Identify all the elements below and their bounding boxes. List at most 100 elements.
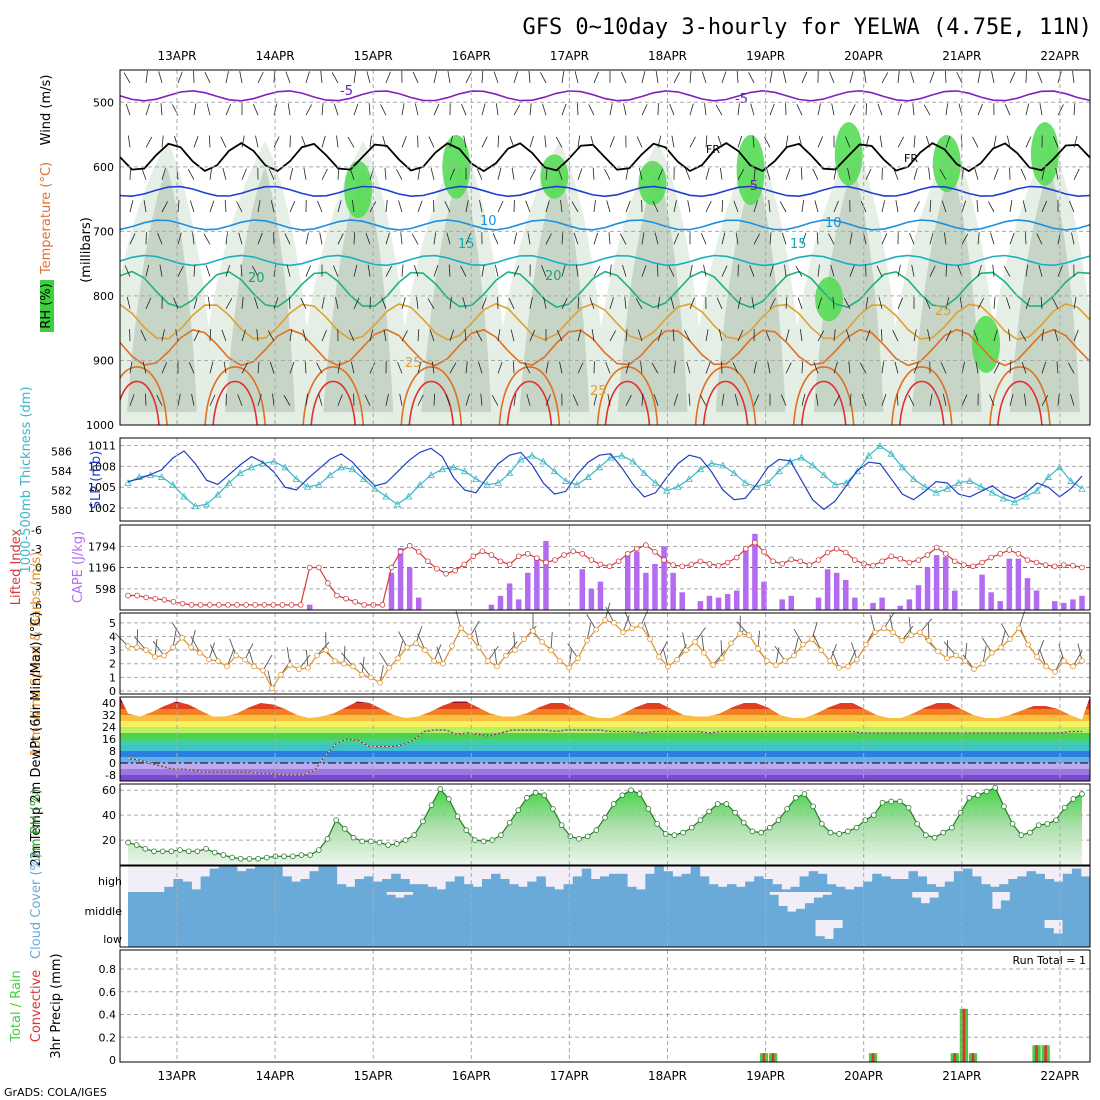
wind-barb (859, 362, 867, 374)
wind-barb (321, 168, 328, 180)
wind-speed-line-point (305, 665, 311, 671)
cloud-bar (573, 892, 583, 920)
wind-barb (465, 200, 469, 213)
wind-speed-line-point (152, 654, 158, 660)
wind-barb (1036, 233, 1043, 245)
isotherm-label: 10 (480, 214, 497, 229)
cloud-bar (279, 892, 289, 920)
wind-barb (961, 200, 967, 213)
lifted-index-line-point (961, 562, 967, 568)
cloud-bar (439, 920, 450, 947)
cloud-bar (842, 920, 853, 947)
lifted-index-line-point (388, 564, 395, 571)
wind-barb (571, 201, 579, 213)
wind-speed-line-point (989, 650, 995, 656)
wind-barb (736, 621, 750, 636)
wind-barb (641, 265, 647, 277)
wind-barb (1005, 297, 1011, 309)
wind-barb (817, 103, 821, 116)
wind-barb (529, 296, 533, 309)
wind-barb (544, 135, 547, 148)
wind-barb (588, 104, 595, 116)
wind-barb (497, 167, 502, 180)
cloud-bar (636, 889, 646, 892)
wind-barb (624, 611, 633, 629)
wind-barb (460, 265, 467, 277)
wind-barb (688, 393, 691, 406)
wind-barb (384, 167, 387, 180)
cape-bar (988, 592, 994, 610)
cape-bar (897, 605, 904, 610)
wind-barb (833, 200, 839, 213)
thickness-line-point (393, 500, 402, 508)
isotherm-arch (204, 366, 266, 425)
wind-barb (129, 167, 132, 180)
wind-barb (625, 394, 632, 406)
lifted-index-line-point (425, 558, 431, 565)
wind-barb (682, 632, 687, 651)
wind-barb (449, 362, 457, 374)
wind-barb (654, 232, 659, 245)
thickness-line-point (337, 463, 345, 471)
rh-axis-label: RH (%) (39, 283, 54, 328)
thickness-line-point (382, 492, 390, 500)
wind10m-axis-label: 10m Wind Speed & Barbs (m/s) (29, 552, 44, 757)
isotherm-label: 25 (935, 304, 952, 319)
wind-barb (775, 647, 780, 666)
cloud-bar (604, 920, 614, 947)
cloud-bar (359, 892, 369, 920)
cloud-bar (540, 920, 550, 947)
thickness-line-point (741, 479, 749, 486)
wind-barb (321, 103, 324, 116)
cloud-bar (1081, 892, 1091, 920)
wind-barb (1071, 232, 1075, 245)
wind-barb (945, 135, 951, 148)
wind-barb (577, 168, 583, 180)
rh-region-green (344, 160, 373, 218)
thickness-line-point (820, 471, 828, 478)
cape-bar (579, 569, 586, 610)
wind-barb (750, 103, 755, 116)
lifted-index-line-point (815, 557, 822, 563)
rh-line-point (159, 848, 166, 855)
wind-barb (416, 296, 419, 309)
wind-barb (174, 135, 179, 148)
wind-barb (127, 135, 131, 148)
wind-barb (865, 135, 870, 148)
temp-band (120, 751, 1090, 757)
wind-barb (897, 103, 902, 116)
wind-barb (463, 135, 467, 148)
cloud-bar (1000, 900, 1011, 920)
wind-barb (543, 296, 547, 309)
lifted-index-line-point (306, 564, 313, 571)
y-tick-label: 900 (93, 354, 114, 367)
lifted-index-line-point (170, 598, 177, 605)
cloud-bar (686, 920, 697, 947)
wind-barb (573, 232, 579, 245)
date-label-bottom: 19APR (746, 1069, 785, 1083)
y-tick-label: 1000 (86, 419, 114, 432)
rh-area (128, 787, 1082, 865)
wind-barb (1057, 104, 1064, 116)
cloud-bar (329, 920, 340, 947)
wind-barb (586, 622, 592, 641)
wind-barb (273, 70, 276, 83)
rh-line-point (315, 847, 322, 853)
cape-bar (488, 604, 495, 610)
thickness-line-point (494, 479, 503, 486)
wind-barb (910, 71, 915, 84)
lifted-index-line-point (979, 559, 985, 566)
rh-line-point (879, 799, 886, 806)
precip-axis-label: 3hr Precip (mm) (49, 953, 64, 1058)
wind-barb (397, 362, 403, 374)
wind-barb (305, 71, 310, 84)
rh-region-green (834, 122, 863, 186)
cloud-bar (201, 920, 211, 947)
lifted-index-line-point (806, 562, 813, 568)
y-tick-right: 1002 (88, 502, 116, 515)
cape-bar (788, 595, 795, 610)
lifted-index-line-point (643, 542, 649, 548)
thickness-line-point (169, 480, 177, 488)
cloud-bar (1035, 873, 1046, 892)
